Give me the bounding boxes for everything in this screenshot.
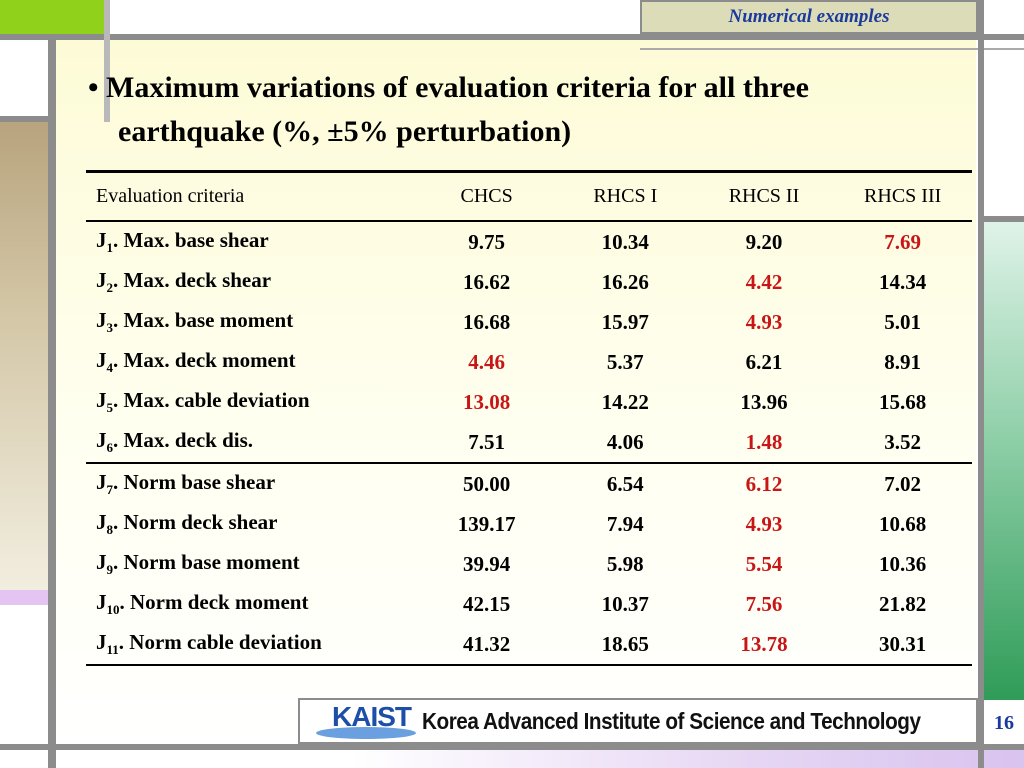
table-cell: 15.97 [601, 309, 649, 334]
column-header: RHCS III [864, 185, 942, 207]
table-cell: 14.34 [879, 269, 927, 294]
criterion-label: J3. Max. base moment [96, 307, 294, 336]
decor-purple-strip [0, 590, 48, 605]
frame-line [0, 116, 56, 122]
table-cell: 50.00 [462, 471, 511, 496]
table-cell: 7.94 [606, 511, 644, 536]
criterion-label: J9. Norm base moment [96, 549, 300, 578]
table-cell: 41.32 [462, 631, 511, 656]
table-cell: 21.82 [879, 591, 927, 616]
table-cell: 4.46 [468, 349, 505, 374]
decor-green-strip [984, 222, 1024, 700]
table-row: J10. Norm deck moment 42.15 10.37 7.56 21.82 [86, 584, 972, 624]
table-cell: 7.69 [884, 229, 922, 254]
table-cell: 4.93 [745, 309, 783, 334]
table-row: J2. Max. deck shear 16.62 16.26 4.42 14.34 [86, 262, 972, 302]
table-cell: 10.34 [601, 229, 649, 254]
table-cell: 13.78 [740, 631, 788, 656]
table-cell: 6.54 [606, 471, 644, 496]
table-cell: 6.12 [745, 471, 783, 496]
column-header: Evaluation criteria [96, 185, 245, 207]
table-cell: 5.54 [745, 551, 783, 576]
table-cell: 9.75 [468, 229, 505, 254]
frame-line [0, 34, 1024, 40]
table-cell: 3.52 [884, 429, 922, 454]
criterion-label: J4. Max. deck moment [96, 347, 296, 376]
table-cell: 13.96 [740, 389, 788, 414]
page-number: 16 [994, 711, 1014, 734]
criterion-label: J5. Max. cable deviation [96, 387, 310, 416]
column-header: CHCS [460, 185, 513, 207]
logo-swoosh [316, 727, 416, 739]
table-row: J9. Norm base moment 39.94 5.98 5.54 10.36 [86, 544, 972, 584]
table-cell: 8.91 [884, 349, 922, 374]
table-row: J4. Max. deck moment 4.46 5.37 6.21 8.91 [86, 342, 972, 382]
frame-line [640, 48, 1024, 50]
content-background [56, 38, 976, 744]
table-row: J11. Norm cable deviation 41.32 18.65 13.78… [86, 624, 972, 664]
criterion-label: J2. Max. deck shear [96, 267, 272, 296]
institution-name: Korea Advanced Institute of Science and … [422, 707, 921, 734]
table-row: J8. Norm deck shear 139.17 7.94 4.93 10.68 [86, 504, 972, 544]
criterion-label: J6. Max. deck dis. [96, 427, 254, 456]
table-row: J1. Max. base shear 9.75 10.34 9.20 7.69 [86, 222, 972, 262]
frame-line [978, 0, 984, 768]
table-row: J6. Max. deck dis. 7.51 4.06 1.48 3.52 [86, 422, 972, 462]
table-cell: 10.36 [879, 551, 927, 576]
table-row: J3. Max. base moment 16.68 15.97 4.93 5.01 [86, 302, 972, 342]
table-cell: 10.37 [601, 591, 649, 616]
table-cell: 6.21 [745, 349, 783, 374]
table-cell: 7.02 [884, 471, 922, 496]
criterion-label: J10. Norm deck moment [96, 589, 309, 618]
frame-line [48, 34, 56, 768]
table-cell: 18.65 [601, 631, 649, 656]
criterion-label: J7. Norm base shear [96, 469, 276, 498]
table-cell: 42.15 [462, 591, 511, 616]
table-cell: 14.22 [601, 389, 649, 414]
table-cell: 9.20 [745, 229, 783, 254]
table-row: J5. Max. cable deviation 13.08 14.22 13.96 1… [86, 382, 972, 422]
table-cell: 5.37 [606, 349, 644, 374]
table-cell: 16.62 [462, 269, 511, 294]
logo-text: KAIST [332, 701, 412, 732]
section-header: Numerical examples [640, 0, 978, 34]
kaist-logo: KAIST [316, 701, 418, 739]
slide-title-line1: • Maximum variations of evaluation crite… [88, 71, 809, 104]
table-cell: 16.68 [462, 309, 511, 334]
table-cell: 4.93 [745, 511, 783, 536]
table-cell: 13.08 [462, 389, 511, 414]
section-title: Numerical examples [728, 6, 890, 27]
table-cell: 30.31 [879, 631, 927, 656]
table-cell: 5.98 [606, 551, 644, 576]
table-cell: 7.51 [468, 429, 505, 454]
criterion-label: J11. Norm cable deviation [96, 629, 322, 658]
table-cell: 15.68 [879, 389, 927, 414]
frame-line [104, 0, 110, 122]
table-cell: 39.94 [462, 551, 511, 576]
column-header: RHCS I [593, 185, 658, 207]
table-cell: 4.06 [606, 429, 644, 454]
footer-banner: KAIST Korea Advanced Institute of Scienc… [298, 698, 978, 744]
slide-title: • Maximum variations of evaluation crite… [88, 66, 948, 154]
criteria-table: Evaluation criteria CHCS RHCS I RHCS II … [86, 170, 972, 666]
table-cell: 10.68 [879, 511, 927, 536]
column-header: RHCS II [728, 185, 800, 207]
decor-tan-strip [0, 122, 48, 592]
table-cell: 139.17 [457, 511, 516, 536]
table-row: J7. Norm base shear 50.00 6.54 6.12 7.02 [86, 462, 972, 504]
table-header-row: Evaluation criteria CHCS RHCS I RHCS II … [86, 173, 972, 222]
table-cell: 1.48 [745, 429, 783, 454]
decor-green-square [0, 0, 110, 34]
table-cell: 5.01 [884, 309, 922, 334]
frame-line [0, 744, 1024, 750]
decor-purple-bottom [350, 746, 1024, 768]
table-cell: 16.26 [601, 269, 649, 294]
slide-title-line2: earthquake (%, ±5% perturbation) [118, 115, 572, 148]
criterion-label: J8. Norm deck shear [96, 509, 278, 538]
table-cell: 7.56 [745, 591, 783, 616]
frame-line [978, 216, 1024, 222]
table-cell: 4.42 [745, 269, 783, 294]
criterion-label: J1. Max. base shear [96, 227, 269, 256]
